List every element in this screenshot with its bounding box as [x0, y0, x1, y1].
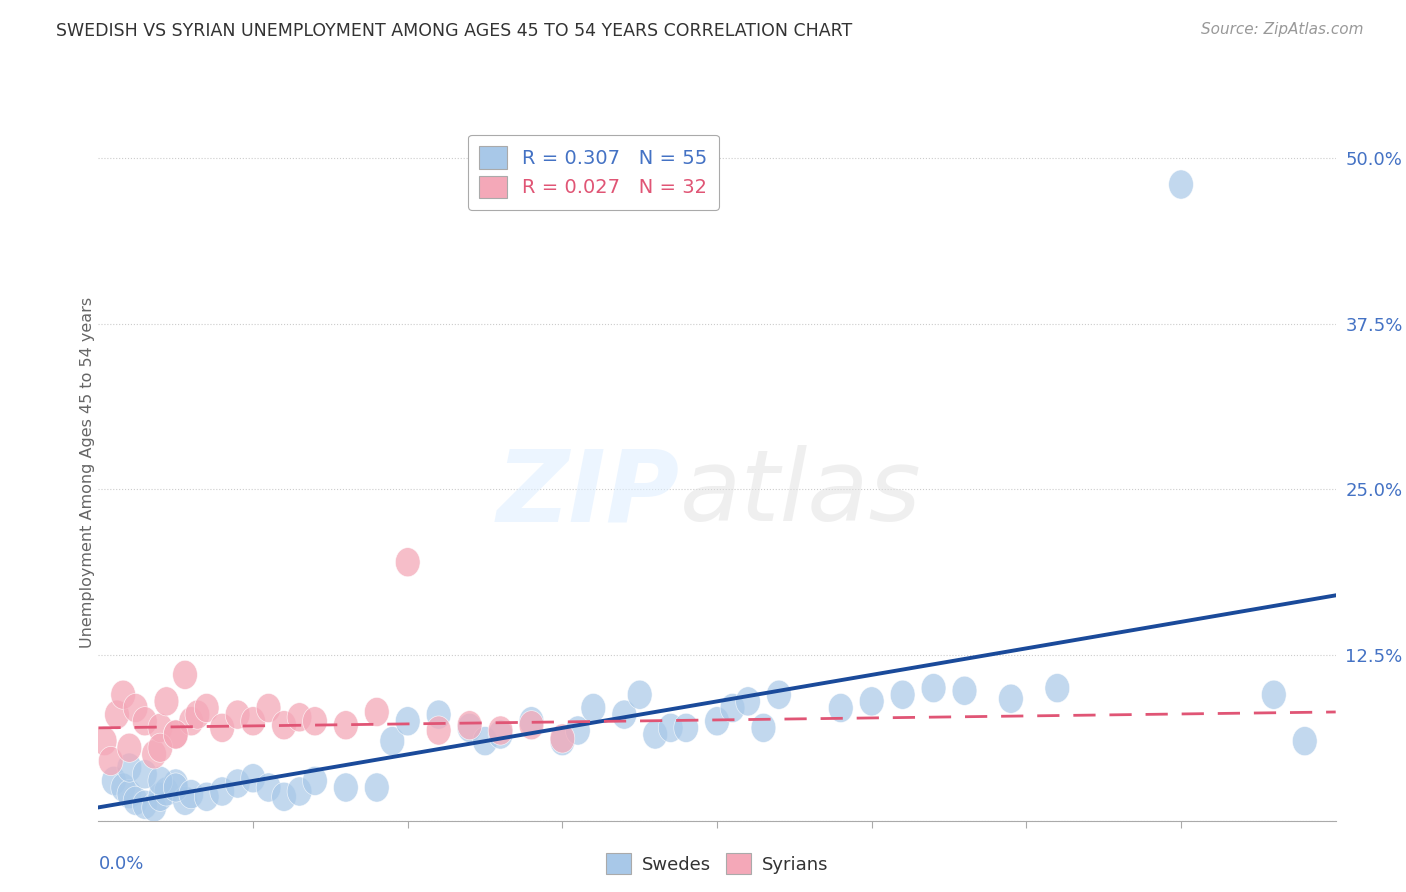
Ellipse shape	[612, 700, 637, 729]
Ellipse shape	[472, 727, 498, 756]
Ellipse shape	[333, 711, 359, 739]
Ellipse shape	[1045, 673, 1070, 703]
Ellipse shape	[720, 693, 745, 723]
Ellipse shape	[148, 714, 173, 742]
Ellipse shape	[302, 706, 328, 736]
Ellipse shape	[163, 769, 188, 798]
Ellipse shape	[155, 687, 179, 716]
Ellipse shape	[287, 703, 312, 731]
Ellipse shape	[704, 706, 730, 736]
Ellipse shape	[952, 676, 977, 706]
Ellipse shape	[488, 716, 513, 745]
Ellipse shape	[751, 714, 776, 742]
Ellipse shape	[457, 711, 482, 739]
Ellipse shape	[271, 782, 297, 812]
Ellipse shape	[163, 720, 188, 749]
Ellipse shape	[395, 548, 420, 577]
Ellipse shape	[828, 693, 853, 723]
Ellipse shape	[240, 764, 266, 793]
Ellipse shape	[364, 698, 389, 727]
Ellipse shape	[209, 777, 235, 806]
Ellipse shape	[395, 706, 420, 736]
Ellipse shape	[163, 773, 188, 802]
Ellipse shape	[519, 706, 544, 736]
Ellipse shape	[287, 777, 312, 806]
Ellipse shape	[426, 700, 451, 729]
Ellipse shape	[921, 673, 946, 703]
Ellipse shape	[132, 706, 157, 736]
Ellipse shape	[101, 766, 127, 796]
Ellipse shape	[225, 700, 250, 729]
Ellipse shape	[256, 773, 281, 802]
Ellipse shape	[766, 681, 792, 709]
Ellipse shape	[658, 714, 683, 742]
Ellipse shape	[1261, 681, 1286, 709]
Ellipse shape	[155, 777, 179, 806]
Ellipse shape	[209, 714, 235, 742]
Ellipse shape	[132, 790, 157, 820]
Ellipse shape	[1292, 727, 1317, 756]
Ellipse shape	[132, 760, 157, 789]
Ellipse shape	[271, 711, 297, 739]
Ellipse shape	[550, 727, 575, 756]
Ellipse shape	[142, 793, 166, 822]
Ellipse shape	[98, 747, 124, 775]
Ellipse shape	[179, 706, 204, 736]
Ellipse shape	[302, 766, 328, 796]
Ellipse shape	[488, 720, 513, 749]
Ellipse shape	[194, 782, 219, 812]
Ellipse shape	[643, 720, 668, 749]
Ellipse shape	[111, 681, 135, 709]
Ellipse shape	[627, 681, 652, 709]
Text: ZIP: ZIP	[496, 445, 681, 542]
Ellipse shape	[859, 687, 884, 716]
Ellipse shape	[256, 693, 281, 723]
Text: atlas: atlas	[681, 445, 921, 542]
Ellipse shape	[117, 733, 142, 763]
Ellipse shape	[111, 773, 135, 802]
Ellipse shape	[148, 733, 173, 763]
Ellipse shape	[735, 687, 761, 716]
Ellipse shape	[240, 706, 266, 736]
Ellipse shape	[148, 766, 173, 796]
Ellipse shape	[117, 780, 142, 809]
Ellipse shape	[380, 727, 405, 756]
Ellipse shape	[673, 714, 699, 742]
Ellipse shape	[173, 660, 197, 690]
Text: 0.0%: 0.0%	[98, 855, 143, 873]
Ellipse shape	[364, 773, 389, 802]
Ellipse shape	[333, 773, 359, 802]
Ellipse shape	[565, 716, 591, 745]
Ellipse shape	[117, 753, 142, 782]
Ellipse shape	[124, 693, 148, 723]
Ellipse shape	[173, 786, 197, 815]
Ellipse shape	[186, 700, 209, 729]
Ellipse shape	[163, 720, 188, 749]
Text: SWEDISH VS SYRIAN UNEMPLOYMENT AMONG AGES 45 TO 54 YEARS CORRELATION CHART: SWEDISH VS SYRIAN UNEMPLOYMENT AMONG AGE…	[56, 22, 852, 40]
Ellipse shape	[225, 769, 250, 798]
Legend: Swedes, Syrians: Swedes, Syrians	[599, 846, 835, 881]
Ellipse shape	[457, 714, 482, 742]
Ellipse shape	[1168, 170, 1194, 199]
Ellipse shape	[550, 724, 575, 753]
Ellipse shape	[998, 684, 1024, 714]
Ellipse shape	[179, 780, 204, 809]
Text: Source: ZipAtlas.com: Source: ZipAtlas.com	[1201, 22, 1364, 37]
Ellipse shape	[124, 786, 148, 815]
Ellipse shape	[93, 727, 117, 756]
Ellipse shape	[581, 693, 606, 723]
Ellipse shape	[104, 700, 129, 729]
Y-axis label: Unemployment Among Ages 45 to 54 years: Unemployment Among Ages 45 to 54 years	[80, 297, 94, 648]
Ellipse shape	[142, 739, 166, 769]
Ellipse shape	[890, 681, 915, 709]
Ellipse shape	[148, 782, 173, 812]
Ellipse shape	[194, 693, 219, 723]
Ellipse shape	[519, 711, 544, 739]
Ellipse shape	[426, 716, 451, 745]
